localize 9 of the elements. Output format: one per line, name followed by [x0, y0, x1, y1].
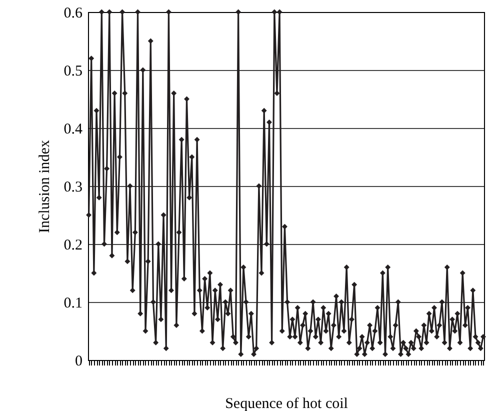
- y-tick-label: 0.1: [64, 296, 82, 312]
- y-tick-label: 0.2: [64, 238, 82, 254]
- y-tick-label: 0.4: [64, 122, 83, 138]
- y-tick-label: 0.6: [64, 6, 83, 22]
- y-axis-title: Inclusion index: [36, 140, 53, 233]
- y-tick-label: 0.3: [64, 180, 82, 196]
- y-tick-label: 0: [75, 354, 82, 370]
- x-axis-title: Sequence of hot coil: [225, 396, 348, 411]
- y-tick-label: 0.5: [64, 64, 82, 80]
